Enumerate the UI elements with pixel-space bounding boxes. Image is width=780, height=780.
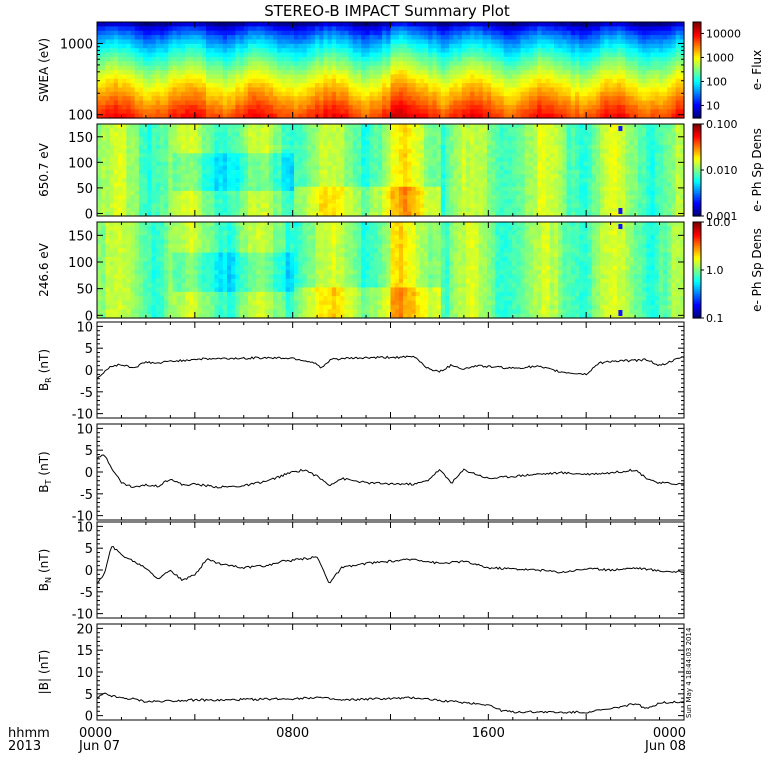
series-line-4 xyxy=(96,355,685,380)
panel-frame xyxy=(96,423,685,521)
y-axis-label: 650.7 eV xyxy=(37,142,51,197)
y-tick-label: 100 xyxy=(68,256,93,271)
y-tick-label: 0 xyxy=(85,466,93,481)
y-tick-label: 0 xyxy=(85,710,93,725)
x-tick-date: Jun 08 xyxy=(644,739,686,754)
heatmap-cells-1 xyxy=(97,22,685,119)
y-axis-label: SWEA (eV) xyxy=(37,38,51,102)
y-tick-label: 5 xyxy=(85,542,93,557)
y-tick-label: 100 xyxy=(68,156,93,171)
panel-frame xyxy=(96,21,685,119)
panel-frame xyxy=(96,321,685,419)
y-tick-label: 10 xyxy=(76,320,93,335)
y-tick-label: -5 xyxy=(80,586,93,601)
colorbar-label: e- Flux xyxy=(750,50,764,90)
y-tick-label: 10 xyxy=(76,520,93,535)
y-axis-label: 246.6 eV xyxy=(37,242,51,297)
x-tick-label: 0000 xyxy=(653,726,686,741)
y-tick-label: 150 xyxy=(68,131,93,146)
x-caption-year: 2013 xyxy=(8,739,41,754)
y-tick-label: 100 xyxy=(68,109,93,124)
plot-timestamp: Sun May 4 18:44:03 2014 xyxy=(685,627,693,718)
panel-1: 10000 1000 100 10 e- Flux 1000 100 SWEA (eV) xyxy=(37,21,764,124)
y-axis-label: |B|(nT) xyxy=(37,650,51,695)
y-tick-label: -10 xyxy=(72,608,93,623)
panel-6: 10 5 0 -5 -10 BN(nT) xyxy=(37,520,685,623)
x-tick-date: Jun 07 xyxy=(78,739,120,754)
y-tick-label: 1000 xyxy=(60,37,93,52)
y-axis-label: BT(nT) xyxy=(37,451,53,492)
panel-frame xyxy=(96,221,685,319)
plot-title: STEREO-B IMPACT Summary Plot xyxy=(264,2,510,20)
heatmap-cells-2 xyxy=(97,124,685,217)
x-tick-label: 0000 xyxy=(79,726,112,741)
panel-5: 10 5 0 -5 -10 BT(nT) xyxy=(37,422,685,525)
y-tick-label: 10 xyxy=(76,422,93,437)
series-line-6 xyxy=(96,545,685,584)
series-line-7 xyxy=(96,692,685,714)
y-tick-label: 0 xyxy=(85,364,93,379)
y-tick-label: -5 xyxy=(80,488,93,503)
panel-frame xyxy=(96,623,685,721)
panel-7: 20 15 10 5 0 |B|(nT) xyxy=(37,622,685,725)
colorbar-tick-label: 0.001 xyxy=(706,210,738,223)
colorbar-2: 0.100 0.010 0.001 e- Ph Sp Dens xyxy=(692,118,764,223)
x-tick-label: 1600 xyxy=(472,726,505,741)
colorbar-label: e- Ph Sp Dens xyxy=(750,228,764,312)
colorbar-tick-label: 10.0 xyxy=(706,216,731,229)
y-tick-label: 50 xyxy=(76,283,93,298)
colorbar-tick-label: 1.0 xyxy=(706,264,724,277)
y-tick-label: 15 xyxy=(76,644,93,659)
y-tick-label: 50 xyxy=(76,182,93,197)
y-tick-label: 5 xyxy=(85,342,93,357)
y-tick-label: 5 xyxy=(85,444,93,459)
colorbar-3: 10.0 1.0 0.1 e- Ph Sp Dens xyxy=(692,216,764,325)
colorbar-tick-label: 100 xyxy=(706,75,727,88)
x-caption-hhmm: hhmm xyxy=(8,726,50,741)
colorbar-tick-label: 0.010 xyxy=(706,164,738,177)
colorbar-1: 10000 1000 100 10 e- Flux xyxy=(692,21,764,119)
y-axis-label: BN(nT) xyxy=(37,549,53,592)
panel-3: 10.0 1.0 0.1 e- Ph Sp Dens 150 100 50 0 246.6 eV xyxy=(37,216,764,325)
colorbar-tick-label: 1000 xyxy=(706,51,734,64)
series-line-5 xyxy=(96,454,685,489)
y-tick-label: -10 xyxy=(72,408,93,423)
y-tick-label: 150 xyxy=(68,229,93,244)
panel-frame xyxy=(96,521,685,619)
y-tick-label: 10 xyxy=(76,666,93,681)
y-tick-label: 0 xyxy=(85,309,93,324)
y-tick-label: 5 xyxy=(85,688,93,703)
y-tick-label: -5 xyxy=(80,386,93,401)
colorbar-tick-label: 0.1 xyxy=(706,312,724,325)
x-tick-label: 0800 xyxy=(276,726,309,741)
panel-frame xyxy=(96,123,685,217)
y-tick-label: 0 xyxy=(85,564,93,579)
y-tick-label: 0 xyxy=(85,207,93,222)
colorbar-tick-label: 0.100 xyxy=(706,118,738,131)
panel-2: 0.100 0.010 0.001 e- Ph Sp Dens 150 100 50 0 650… xyxy=(37,118,764,223)
y-tick-label: -10 xyxy=(72,510,93,525)
y-axis-label: BR(nT) xyxy=(37,349,53,391)
colorbar-tick-label: 10000 xyxy=(706,27,741,40)
y-tick-label: 20 xyxy=(76,622,93,637)
colorbar-tick-label: 10 xyxy=(706,99,720,112)
heatmap-cells-3 xyxy=(97,222,685,319)
colorbar-label: e- Ph Sp Dens xyxy=(750,128,764,212)
panel-4: 10 5 0 -5 -10 BR(nT) xyxy=(37,320,685,423)
